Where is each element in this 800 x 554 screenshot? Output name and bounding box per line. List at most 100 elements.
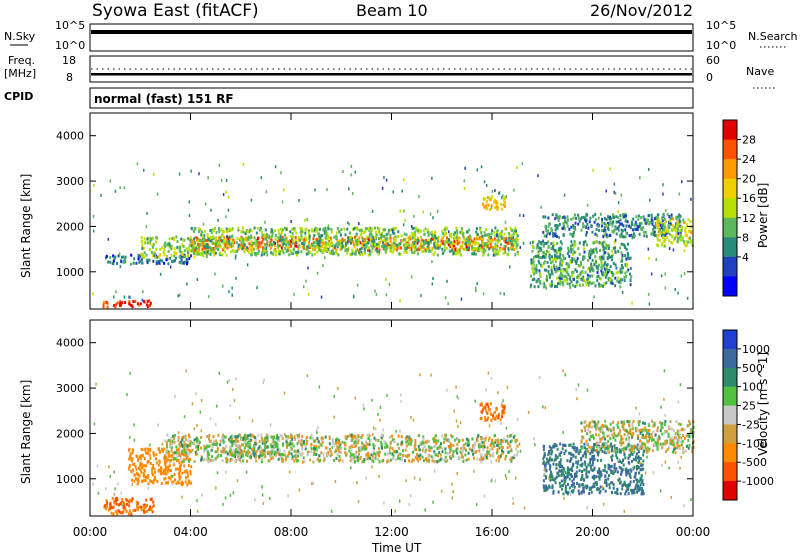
data-cell <box>376 242 379 246</box>
data-cell <box>265 190 268 194</box>
data-cell <box>361 441 363 445</box>
data-cell <box>537 252 540 256</box>
data-cell <box>355 438 358 442</box>
data-cell <box>335 456 338 460</box>
data-cell <box>234 435 237 439</box>
data-cell <box>354 235 357 239</box>
data-cell <box>318 239 321 243</box>
data-cell <box>644 221 647 225</box>
data-cell <box>151 245 154 249</box>
data-cell <box>476 439 479 443</box>
data-cell <box>239 447 241 450</box>
data-cell <box>563 227 566 231</box>
data-cell <box>512 435 515 439</box>
data-cell <box>340 228 343 231</box>
data-cell <box>374 226 376 230</box>
data-cell <box>680 234 682 238</box>
data-cell <box>197 443 200 447</box>
data-cell <box>291 457 294 461</box>
data-cell <box>402 223 405 227</box>
data-cell <box>572 442 575 446</box>
data-cell <box>313 445 316 449</box>
data-cell <box>403 238 406 241</box>
data-cell <box>431 260 433 264</box>
data-cell <box>393 438 395 442</box>
data-cell <box>128 295 130 299</box>
data-cell <box>326 232 329 236</box>
data-cell <box>516 238 519 242</box>
data-cell <box>304 231 307 235</box>
data-cell <box>228 227 231 231</box>
data-cell <box>298 236 300 240</box>
data-cell <box>272 456 275 460</box>
data-cell <box>420 294 422 298</box>
data-cell <box>444 455 447 459</box>
data-cell <box>495 248 498 252</box>
data-cell <box>366 442 369 446</box>
data-cell <box>603 240 606 244</box>
data-cell <box>135 454 138 458</box>
data-cell <box>290 433 293 437</box>
data-cell <box>416 252 419 256</box>
data-cell <box>251 452 254 456</box>
data-cell <box>460 245 463 249</box>
data-cell <box>222 230 225 233</box>
data-cell <box>512 236 515 239</box>
data-cell <box>223 435 226 439</box>
data-cell <box>380 238 383 242</box>
data-cell <box>550 271 553 274</box>
data-cell <box>410 460 413 464</box>
data-cell <box>249 446 252 450</box>
data-cell <box>557 282 559 285</box>
data-cell <box>383 247 386 251</box>
data-cell <box>249 438 252 442</box>
data-cell <box>180 237 183 241</box>
data-cell <box>577 247 580 251</box>
data-cell <box>335 252 338 255</box>
data-cell <box>231 286 233 290</box>
data-cell <box>510 233 513 237</box>
data-cell <box>569 452 572 455</box>
data-cell <box>421 238 424 242</box>
data-cell <box>208 444 211 448</box>
data-cell <box>338 441 341 445</box>
beam-title: Beam 10 <box>356 1 428 20</box>
data-cell <box>547 216 550 220</box>
data-cell <box>462 455 464 459</box>
data-cell <box>675 215 678 219</box>
data-cell <box>455 226 458 230</box>
data-cell <box>465 448 467 452</box>
data-cell <box>291 231 294 235</box>
data-cell <box>471 252 474 256</box>
data-cell <box>585 468 588 472</box>
data-cell <box>128 457 131 461</box>
data-cell <box>502 194 504 198</box>
data-cell <box>386 460 388 464</box>
data-cell <box>415 248 418 252</box>
data-cell <box>432 216 434 220</box>
data-cell <box>291 442 294 446</box>
data-cell <box>337 446 340 450</box>
data-cell <box>500 202 503 206</box>
data-cell <box>436 209 439 213</box>
data-cell <box>143 237 146 241</box>
data-cell <box>618 465 621 469</box>
data-cell <box>353 227 355 231</box>
data-cell <box>664 286 666 290</box>
data-cell <box>378 460 381 464</box>
data-cell <box>476 237 478 241</box>
data-cell <box>576 465 579 469</box>
data-cell <box>350 433 353 437</box>
data-cell <box>592 248 595 252</box>
data-cell <box>484 438 487 442</box>
data-cell <box>134 465 137 468</box>
data-cell <box>313 450 316 454</box>
data-cell <box>281 235 284 239</box>
data-cell <box>629 468 632 472</box>
data-cell <box>650 213 653 217</box>
data-cell <box>503 404 506 408</box>
data-cell <box>143 503 146 507</box>
data-cell <box>273 249 276 253</box>
data-cell <box>545 461 548 465</box>
data-cell <box>464 453 467 457</box>
